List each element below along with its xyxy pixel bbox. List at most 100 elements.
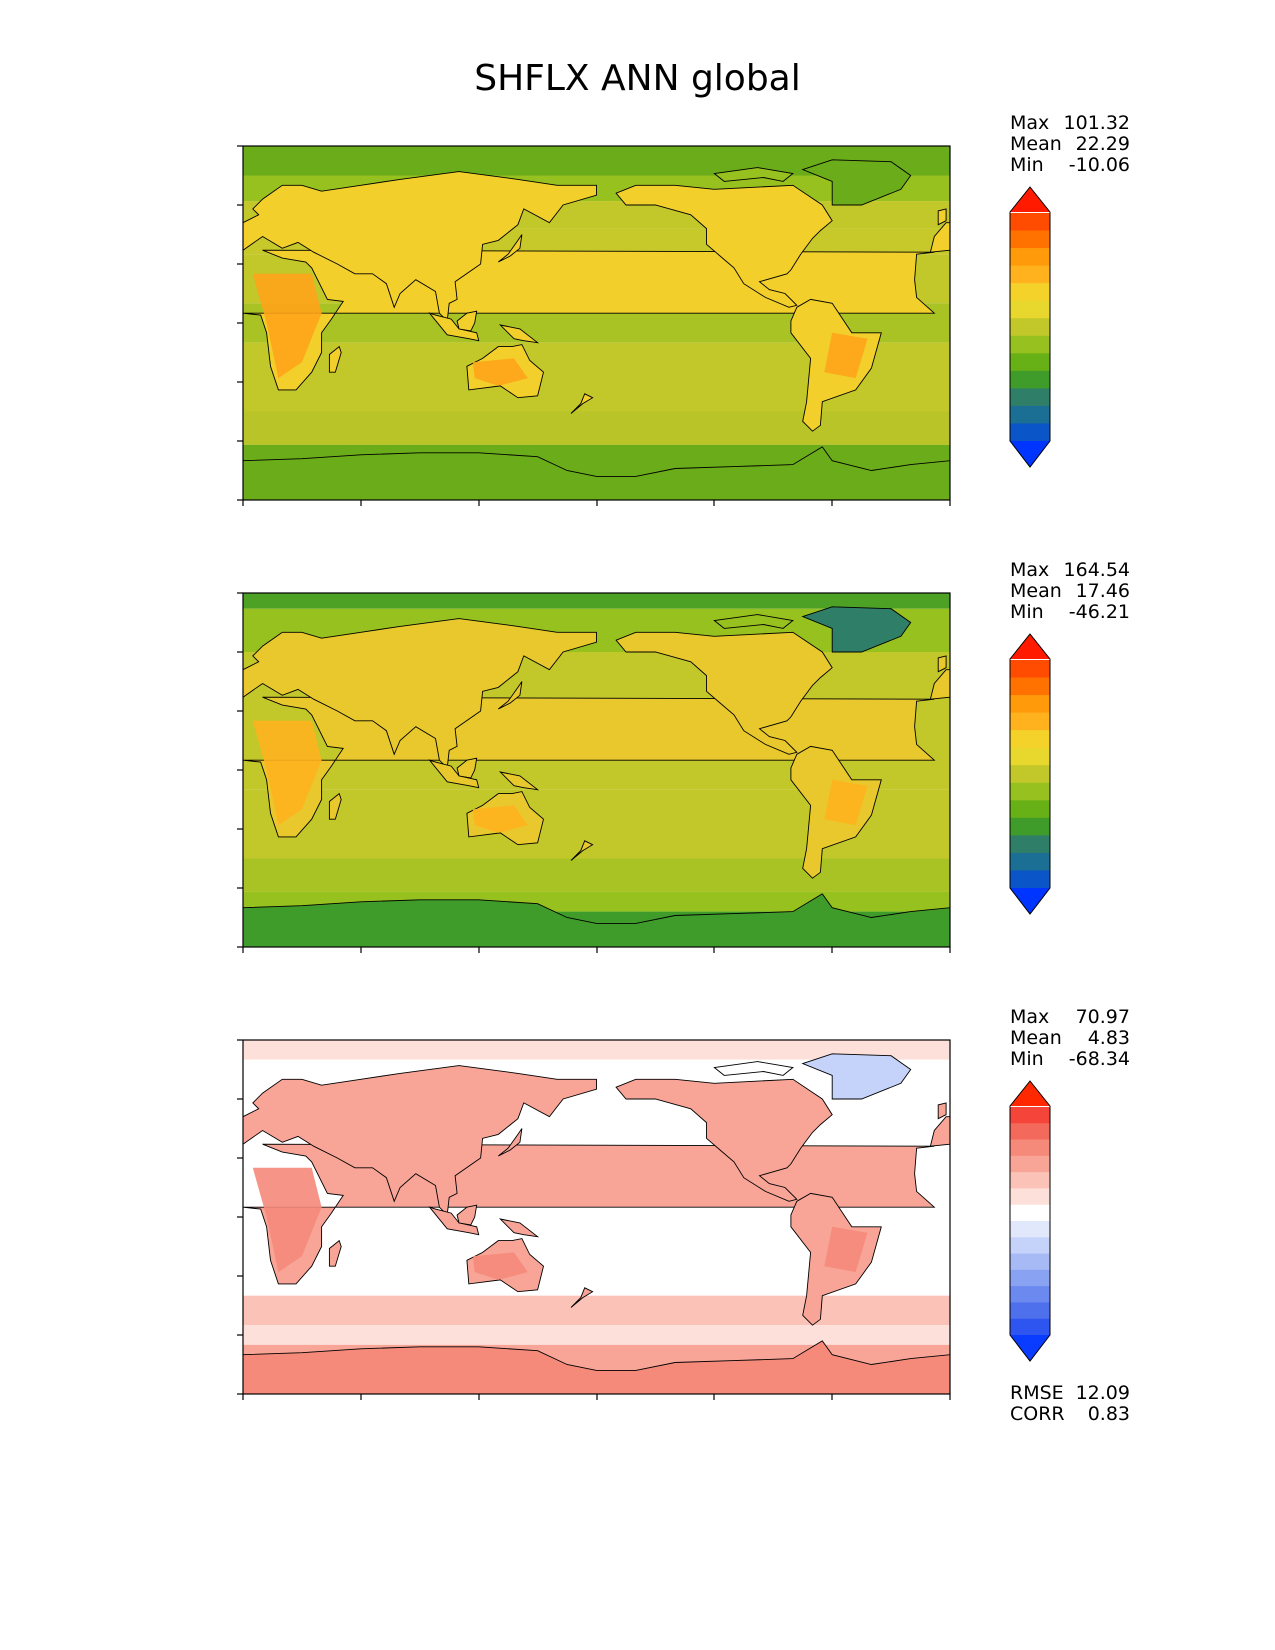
stat-value: -68.34 — [1068, 1048, 1130, 1070]
stat-max: Max 164.54 — [1010, 559, 1130, 581]
colorbar-swatch — [1010, 852, 1050, 871]
coastline-greenland — [801, 606, 912, 653]
colorbar-swatch — [1010, 441, 1050, 467]
x-tick-mark — [242, 947, 244, 953]
field-band — [243, 593, 950, 609]
field-hotspot — [472, 1252, 528, 1280]
y-tick-mark — [237, 145, 243, 147]
field-band — [243, 1325, 950, 1345]
x-tick-mark — [478, 1394, 480, 1400]
colorbar-swatch — [1010, 634, 1050, 659]
stat-min: Min -68.34 — [1010, 1048, 1130, 1070]
coastline-eurasia — [242, 1065, 597, 1216]
coastline-n-america — [615, 184, 833, 308]
colorbar — [1009, 633, 1051, 915]
coastline-islands-indo — [428, 312, 480, 342]
colorbar-swatch — [1010, 318, 1050, 337]
coastline-islands-japan — [498, 1128, 523, 1157]
coastline-greenland — [801, 159, 912, 206]
colorbar-swatch — [1010, 1188, 1050, 1206]
coastline-n-america — [615, 1078, 833, 1202]
colorbar-swatch — [1010, 1204, 1050, 1222]
field-band — [243, 1295, 950, 1326]
y-tick-mark — [237, 1039, 243, 1041]
colorbar-swatch — [1010, 1302, 1050, 1320]
colorbar-swatch — [1010, 1318, 1050, 1336]
colorbar-swatch — [1010, 335, 1050, 354]
x-tick-mark — [713, 1394, 715, 1400]
y-tick-mark — [237, 946, 243, 948]
coastline-islands-uk — [937, 655, 947, 673]
stat-rmse: RMSE 12.09 — [1010, 1382, 1130, 1404]
colorbar-swatch — [1010, 213, 1050, 232]
stat-name: Max — [1010, 559, 1050, 581]
coastline-islands-indo — [428, 1206, 480, 1236]
y-tick-mark — [237, 1393, 243, 1395]
coastline-greenland — [801, 1053, 912, 1100]
colorbar-swatch — [1010, 1237, 1050, 1255]
colorbar-swatch — [1010, 1139, 1050, 1157]
colorbar-outline — [1009, 186, 1051, 468]
coastline-islands-ng — [498, 771, 540, 791]
coastline-islands-mad — [328, 345, 342, 373]
x-tick-mark — [713, 500, 715, 506]
colorbar-swatch — [1010, 1221, 1050, 1238]
colorbar-swatch — [1010, 835, 1050, 854]
x-tick-mark — [949, 1394, 951, 1400]
colorbar-swatch — [1010, 300, 1050, 319]
coastline-islands-borneo — [456, 757, 478, 779]
coastline-antarctica — [242, 1340, 951, 1395]
coastline-europe-w — [929, 1116, 951, 1147]
stat-value: -46.21 — [1068, 601, 1130, 623]
colorbar-swatch — [1010, 782, 1050, 801]
colorbar-swatch — [1010, 283, 1050, 302]
coastline-islands-nz — [570, 840, 594, 861]
stat-max: Max 70.97 — [1010, 1006, 1130, 1028]
map-panel-1 — [242, 145, 951, 501]
coastline-islands-ng — [498, 1218, 540, 1238]
y-tick-mark — [237, 1334, 243, 1336]
y-tick-mark — [237, 651, 243, 653]
y-tick-mark — [237, 322, 243, 324]
y-tick-mark — [237, 204, 243, 206]
colorbar-swatch — [1010, 230, 1050, 249]
x-tick-mark — [242, 1394, 244, 1400]
coastline-islands-nz — [570, 393, 594, 414]
colorbar-swatch — [1010, 1155, 1050, 1173]
coastline-islands-uk — [937, 208, 947, 226]
field-hotspot — [824, 332, 868, 379]
stat-name: Min — [1010, 601, 1044, 623]
x-tick-mark — [831, 1394, 833, 1400]
coastline-n-america — [615, 631, 833, 755]
y-tick-mark — [237, 1216, 243, 1218]
coastline-islands-indo — [428, 759, 480, 789]
stat-name: RMSE — [1010, 1382, 1064, 1404]
stat-name: Max — [1010, 1006, 1050, 1028]
x-tick-mark — [242, 500, 244, 506]
x-tick-mark — [478, 500, 480, 506]
stat-value: 22.29 — [1075, 133, 1130, 155]
y-tick-mark — [237, 887, 243, 889]
stat-mean: Mean 4.83 — [1010, 1027, 1130, 1049]
coastline-islands-mad — [328, 792, 342, 820]
stat-name: Mean — [1010, 1027, 1062, 1049]
y-tick-mark — [237, 1275, 243, 1277]
colorbar-swatch — [1010, 1286, 1050, 1303]
x-tick-mark — [595, 1394, 598, 1400]
coastline-islands-mad — [328, 1239, 342, 1267]
colorbar-swatch — [1010, 870, 1050, 889]
coastline-islands-nz — [570, 1287, 594, 1308]
field-hotspot — [252, 273, 322, 379]
colorbar-swatch — [1010, 1253, 1050, 1271]
coastline-antarctica — [242, 893, 951, 948]
stat-value: 101.32 — [1063, 112, 1130, 134]
coastline-europe-w — [929, 669, 951, 700]
colorbar-swatch — [1010, 1269, 1050, 1287]
field-hotspot — [472, 805, 528, 833]
colorbar-swatch — [1010, 265, 1050, 284]
coastline-islands-arctic — [713, 614, 794, 629]
y-tick-mark — [237, 828, 243, 830]
colorbar-swatch — [1010, 747, 1050, 766]
y-tick-mark — [237, 440, 243, 442]
x-tick-mark — [360, 500, 362, 506]
